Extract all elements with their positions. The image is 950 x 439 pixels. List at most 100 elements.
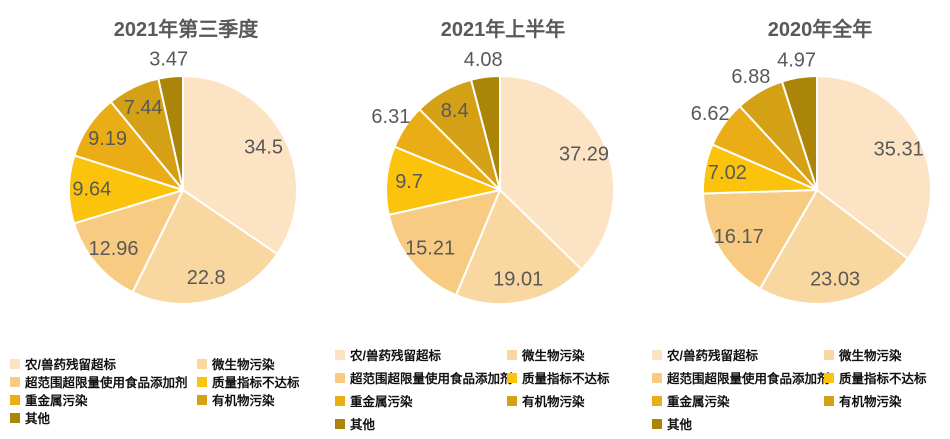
slice-value-label: 7.44 [124,97,163,119]
slice-value-label: 6.88 [731,66,770,88]
legend-label: 有机物污染 [522,395,585,409]
pie-chart-2020-full-year: 2020年全年 35.31 23.03 16.17 7.02 6.62 6.88 4.97 … [634,0,950,439]
slice-value-label: 19.01 [493,268,543,290]
legend-swatch-icon [507,372,517,383]
pie-slice [816,75,932,260]
slice-value-label: 22.8 [187,267,226,289]
legend-swatch-icon [652,395,662,406]
legend: 农/兽药残留超标 微生物污染超范围超限量使用食品添加剂 质量指标不达标重金属污染 有机… [10,356,300,426]
chart-title: 2021年上半年 [440,19,566,41]
slice-value-label: 35.31 [874,138,924,160]
legend-label: 重金属污染 [667,395,730,409]
pie-slice [157,75,184,191]
legend-label: 其他 [350,418,376,432]
legend-swatch-icon [197,358,207,369]
legend-label: 重金属污染 [350,395,413,409]
legend-label: 农/兽药残留超标 [25,358,116,372]
pie-chart-2021-h1: 2021年上半年 37.29 19.01 15.21 9.7 6.31 8.4 4.08 农… [317,0,633,439]
legend-label: 质量指标不达标 [212,376,300,390]
legend-item: 微生物污染 [824,347,927,363]
legend-swatch-icon [507,395,517,406]
legend-item: 质量指标不达标 [824,370,927,386]
legend-item: 重金属污染 [10,392,197,408]
legend-swatch-icon [335,395,345,406]
pie: 37.29 19.01 15.21 9.7 6.31 8.4 4.08 [371,49,615,305]
legend-label: 有机物污染 [212,394,275,408]
legend-label: 农/兽药残留超标 [667,349,758,363]
legend-swatch-icon [824,372,834,383]
chart-title: 2020年全年 [767,19,873,41]
pie-slice [499,75,615,271]
pie-slice [702,189,818,290]
slice-value-label: 9.7 [395,171,423,193]
legend-swatch-icon [824,349,834,360]
slice-value-label: 7.02 [708,162,747,184]
pie-chart-2021-q3: 2021年第三季度 34.5 22.8 12.96 9.64 9.19 7.44 3.47 … [0,0,316,439]
legend: 农/兽药残留超标 微生物污染 超范围超限量使用食品添加剂 质量指标不达标重金属污染 有机… [335,347,610,432]
legend-swatch-icon [335,418,345,429]
legend-label: 其他 [667,418,693,432]
slice-value-label: 8.4 [441,100,469,122]
slice-value-label: 37.29 [559,144,609,166]
legend-item: 重金属污染 [652,393,824,409]
legend-swatch-icon [824,395,834,406]
legend-item: 微生物污染 [197,356,300,372]
legend-label: 农/兽药残留超标 [350,349,441,363]
legend-item: 微生物污染 [507,347,610,363]
legend-item: 重金属污染 [335,393,507,409]
legend-swatch-icon [10,358,20,369]
legend-swatch-icon [507,349,517,360]
slice-value-label: 9.19 [88,128,127,150]
legend-item: 超范围超限量使用食品添加剂 [10,374,197,390]
slice-value-label: 16.17 [714,226,764,248]
legend-label: 质量指标不达标 [522,372,610,386]
legend-label: 超范围超限量使用食品添加剂 [667,372,830,386]
legend-swatch-icon [652,349,662,360]
legend-label: 微生物污染 [839,349,902,363]
legend-label: 其他 [25,412,51,426]
legend-swatch-icon [197,394,207,405]
pie-slice [131,189,279,305]
legend-label: 有机物污染 [839,395,902,409]
legend-swatch-icon [335,372,345,383]
pie-slice [455,189,583,305]
legend-swatch-icon [335,349,345,360]
legend-item: 其他 [652,416,824,432]
legend-item: 质量指标不达标 [507,370,610,386]
legend-item: 农/兽药残留超标 [10,356,197,372]
legend-swatch-icon [10,376,20,387]
legend-item: 超范围超限量使用食品添加剂 [335,370,513,386]
legend-label: 超范围超限量使用食品添加剂 [25,376,188,390]
chart-title: 2021年第三季度 [113,19,259,41]
legend-item: 有机物污染 [507,393,610,409]
slice-value-label: 4.08 [464,49,503,71]
legend-item: 超范围超限量使用食品添加剂 [652,370,830,386]
legend-item: 农/兽药残留超标 [652,347,824,363]
legend-label: 超范围超限量使用食品添加剂 [350,372,513,386]
slice-value-label: 3.47 [149,49,188,71]
legend-item: 农/兽药残留超标 [335,347,507,363]
pie-slice [387,189,501,297]
legend-label: 重金属污染 [25,394,88,408]
pie-slice [780,75,818,191]
slice-value-label: 34.5 [244,136,283,158]
legend-item: 有机物污染 [824,393,927,409]
slice-value-label: 4.97 [777,50,816,72]
legend-swatch-icon [197,376,207,387]
pie-slice [758,189,909,305]
legend-item: 有机物污染 [197,392,300,408]
legend-item: 其他 [335,416,507,432]
legend-label: 质量指标不达标 [839,372,927,386]
legend-swatch-icon [10,412,20,423]
legend-label: 微生物污染 [522,349,585,363]
slice-value-label: 23.03 [810,268,860,290]
slice-value-label: 6.62 [691,103,730,125]
pie: 34.5 22.8 12.96 9.64 9.19 7.44 3.47 [68,49,298,305]
slice-value-label: 6.31 [371,106,410,128]
legend-item: 其他 [10,410,197,426]
legend-swatch-icon [652,418,662,429]
pie-slice [470,75,501,191]
legend-swatch-icon [10,394,20,405]
legend-label: 微生物污染 [212,358,275,372]
legend-swatch-icon [652,372,662,383]
